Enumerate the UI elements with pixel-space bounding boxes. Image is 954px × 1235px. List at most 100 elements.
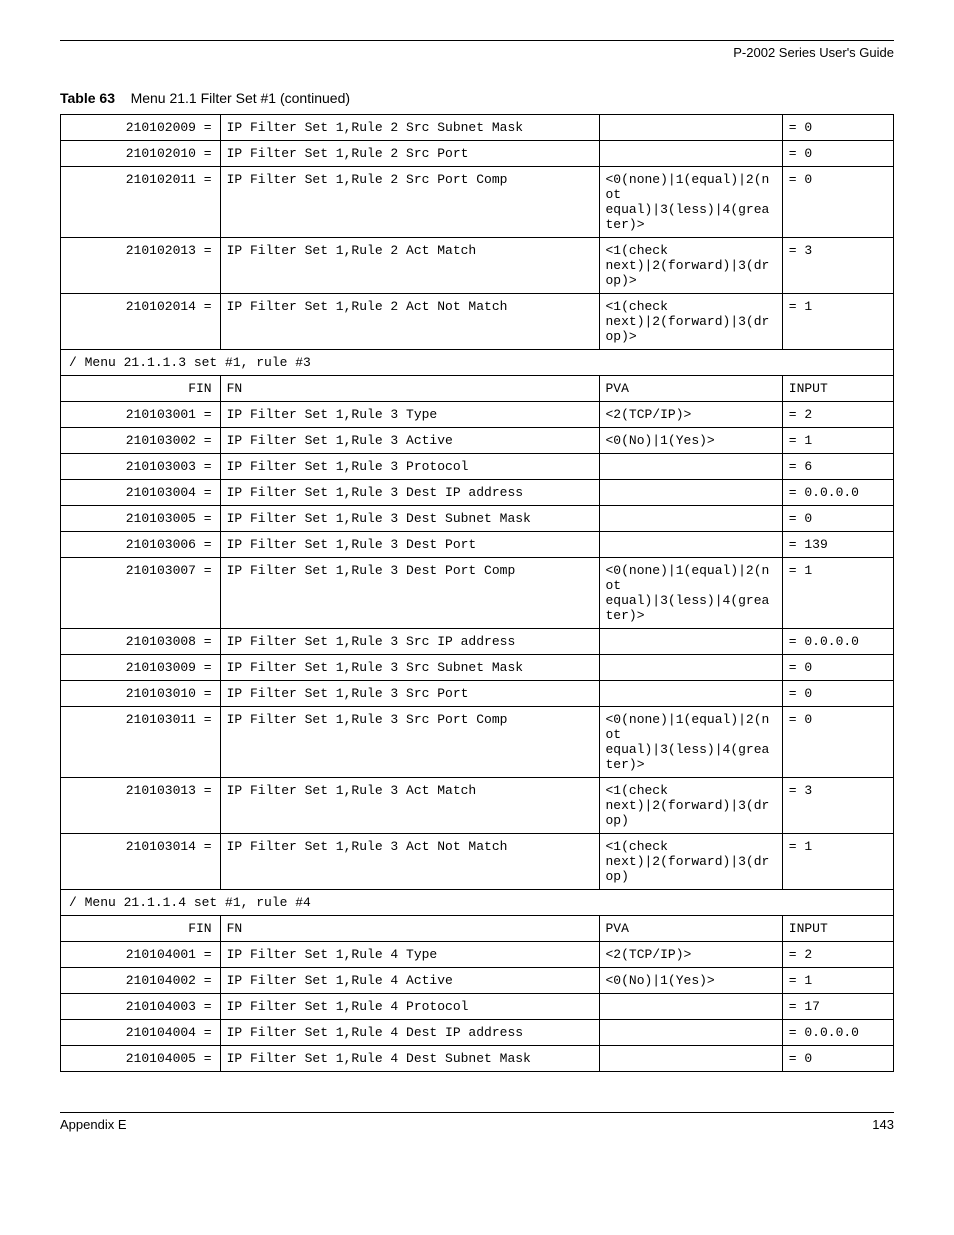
input-cell: = 139: [782, 532, 893, 558]
fin-cell: 210104005 =: [61, 1046, 221, 1072]
input-cell: = 0: [782, 1046, 893, 1072]
fin-cell: 210102013 =: [61, 238, 221, 294]
pva-cell: <1(check next)|2(forward)|3(drop)>: [599, 294, 782, 350]
fn-cell: IP Filter Set 1,Rule 2 Src Subnet Mask: [220, 115, 599, 141]
input-cell: = 3: [782, 238, 893, 294]
footer-left: Appendix E: [60, 1117, 127, 1132]
pva-cell: [599, 480, 782, 506]
table-row: 210102009 =IP Filter Set 1,Rule 2 Src Su…: [61, 115, 894, 141]
fn-cell: IP Filter Set 1,Rule 3 Dest IP address: [220, 480, 599, 506]
pva-cell: [599, 141, 782, 167]
fn-cell: IP Filter Set 1,Rule 3 Src Port: [220, 681, 599, 707]
fin-cell: 210103008 =: [61, 629, 221, 655]
pva-cell: <0(No)|1(Yes)>: [599, 428, 782, 454]
fn-cell: IP Filter Set 1,Rule 3 Dest Port: [220, 532, 599, 558]
input-cell: = 1: [782, 428, 893, 454]
input-cell: = 2: [782, 942, 893, 968]
table-row: 210103013 =IP Filter Set 1,Rule 3 Act Ma…: [61, 778, 894, 834]
fin-cell: 210103009 =: [61, 655, 221, 681]
pva-cell: [599, 655, 782, 681]
fin-cell: 210104004 =: [61, 1020, 221, 1046]
table-row: 210104005 =IP Filter Set 1,Rule 4 Dest S…: [61, 1046, 894, 1072]
fn-cell: FN: [220, 916, 599, 942]
fin-cell: 210104002 =: [61, 968, 221, 994]
section-header-cell: / Menu 21.1.1.4 set #1, rule #4: [61, 890, 894, 916]
fn-cell: IP Filter Set 1,Rule 4 Type: [220, 942, 599, 968]
pva-cell: [599, 532, 782, 558]
table-row: 210102014 =IP Filter Set 1,Rule 2 Act No…: [61, 294, 894, 350]
table-row: 210104004 =IP Filter Set 1,Rule 4 Dest I…: [61, 1020, 894, 1046]
table-row: FINFNPVAINPUT: [61, 376, 894, 402]
input-cell: = 1: [782, 834, 893, 890]
table-row: FINFNPVAINPUT: [61, 916, 894, 942]
pva-cell: <0(none)|1(equal)|2(not equal)|3(less)|4…: [599, 167, 782, 238]
input-cell: INPUT: [782, 376, 893, 402]
table-row: 210102010 =IP Filter Set 1,Rule 2 Src Po…: [61, 141, 894, 167]
fn-cell: IP Filter Set 1,Rule 3 Dest Subnet Mask: [220, 506, 599, 532]
input-cell: = 1: [782, 968, 893, 994]
table-row: 210104002 =IP Filter Set 1,Rule 4 Active…: [61, 968, 894, 994]
table-row: 210104001 =IP Filter Set 1,Rule 4 Type<2…: [61, 942, 894, 968]
fn-cell: IP Filter Set 1,Rule 3 Act Not Match: [220, 834, 599, 890]
fin-cell: 210103005 =: [61, 506, 221, 532]
fn-cell: IP Filter Set 1,Rule 2 Act Not Match: [220, 294, 599, 350]
pva-cell: <1(check next)|2(forward)|3(drop): [599, 778, 782, 834]
fn-cell: IP Filter Set 1,Rule 2 Src Port Comp: [220, 167, 599, 238]
table-row: / Menu 21.1.1.3 set #1, rule #3: [61, 350, 894, 376]
fn-cell: IP Filter Set 1,Rule 3 Src Subnet Mask: [220, 655, 599, 681]
fin-cell: 210103014 =: [61, 834, 221, 890]
pva-cell: <0(none)|1(equal)|2(not equal)|3(less)|4…: [599, 558, 782, 629]
fin-cell: 210103003 =: [61, 454, 221, 480]
section-header-cell: / Menu 21.1.1.3 set #1, rule #3: [61, 350, 894, 376]
fin-cell: 210103007 =: [61, 558, 221, 629]
input-cell: = 6: [782, 454, 893, 480]
fin-cell: 210103010 =: [61, 681, 221, 707]
input-cell: = 2: [782, 402, 893, 428]
table-caption: Table 63 Menu 21.1 Filter Set #1 (contin…: [60, 90, 894, 106]
input-cell: = 3: [782, 778, 893, 834]
pva-cell: [599, 994, 782, 1020]
table-row: 210102013 =IP Filter Set 1,Rule 2 Act Ma…: [61, 238, 894, 294]
pva-cell: PVA: [599, 376, 782, 402]
fin-cell: 210103013 =: [61, 778, 221, 834]
pva-cell: <2(TCP/IP)>: [599, 942, 782, 968]
input-cell: = 17: [782, 994, 893, 1020]
pva-cell: <2(TCP/IP)>: [599, 402, 782, 428]
input-cell: = 1: [782, 294, 893, 350]
table-row: 210103010 =IP Filter Set 1,Rule 3 Src Po…: [61, 681, 894, 707]
table-row: 210103007 =IP Filter Set 1,Rule 3 Dest P…: [61, 558, 894, 629]
fin-cell: 210102014 =: [61, 294, 221, 350]
fin-cell: 210104001 =: [61, 942, 221, 968]
pva-cell: [599, 506, 782, 532]
filter-table: 210102009 =IP Filter Set 1,Rule 2 Src Su…: [60, 114, 894, 1072]
fin-cell: 210102009 =: [61, 115, 221, 141]
table-row: 210103005 =IP Filter Set 1,Rule 3 Dest S…: [61, 506, 894, 532]
table-label: Table 63: [60, 90, 115, 106]
table-row: 210103003 =IP Filter Set 1,Rule 3 Protoc…: [61, 454, 894, 480]
table-row: 210104003 =IP Filter Set 1,Rule 4 Protoc…: [61, 994, 894, 1020]
table-title: Menu 21.1 Filter Set #1 (continued): [131, 90, 350, 106]
input-cell: = 0.0.0.0: [782, 1020, 893, 1046]
fin-cell: FIN: [61, 376, 221, 402]
fn-cell: IP Filter Set 1,Rule 3 Dest Port Comp: [220, 558, 599, 629]
input-cell: = 0: [782, 506, 893, 532]
footer-right: 143: [872, 1117, 894, 1132]
fin-cell: 210103004 =: [61, 480, 221, 506]
pva-cell: [599, 681, 782, 707]
header-title: P-2002 Series User's Guide: [60, 45, 894, 60]
pva-cell: <1(check next)|2(forward)|3(drop): [599, 834, 782, 890]
fin-cell: 210102011 =: [61, 167, 221, 238]
input-cell: = 0.0.0.0: [782, 629, 893, 655]
fn-cell: IP Filter Set 1,Rule 4 Dest IP address: [220, 1020, 599, 1046]
footer: Appendix E 143: [60, 1112, 894, 1132]
table-row: 210103011 =IP Filter Set 1,Rule 3 Src Po…: [61, 707, 894, 778]
table-row: 210103006 =IP Filter Set 1,Rule 3 Dest P…: [61, 532, 894, 558]
fn-cell: IP Filter Set 1,Rule 3 Protocol: [220, 454, 599, 480]
fn-cell: IP Filter Set 1,Rule 4 Protocol: [220, 994, 599, 1020]
fin-cell: 210103001 =: [61, 402, 221, 428]
input-cell: INPUT: [782, 916, 893, 942]
input-cell: = 0: [782, 167, 893, 238]
fin-cell: 210102010 =: [61, 141, 221, 167]
page: P-2002 Series User's Guide Table 63 Menu…: [0, 0, 954, 1162]
input-cell: = 0.0.0.0: [782, 480, 893, 506]
